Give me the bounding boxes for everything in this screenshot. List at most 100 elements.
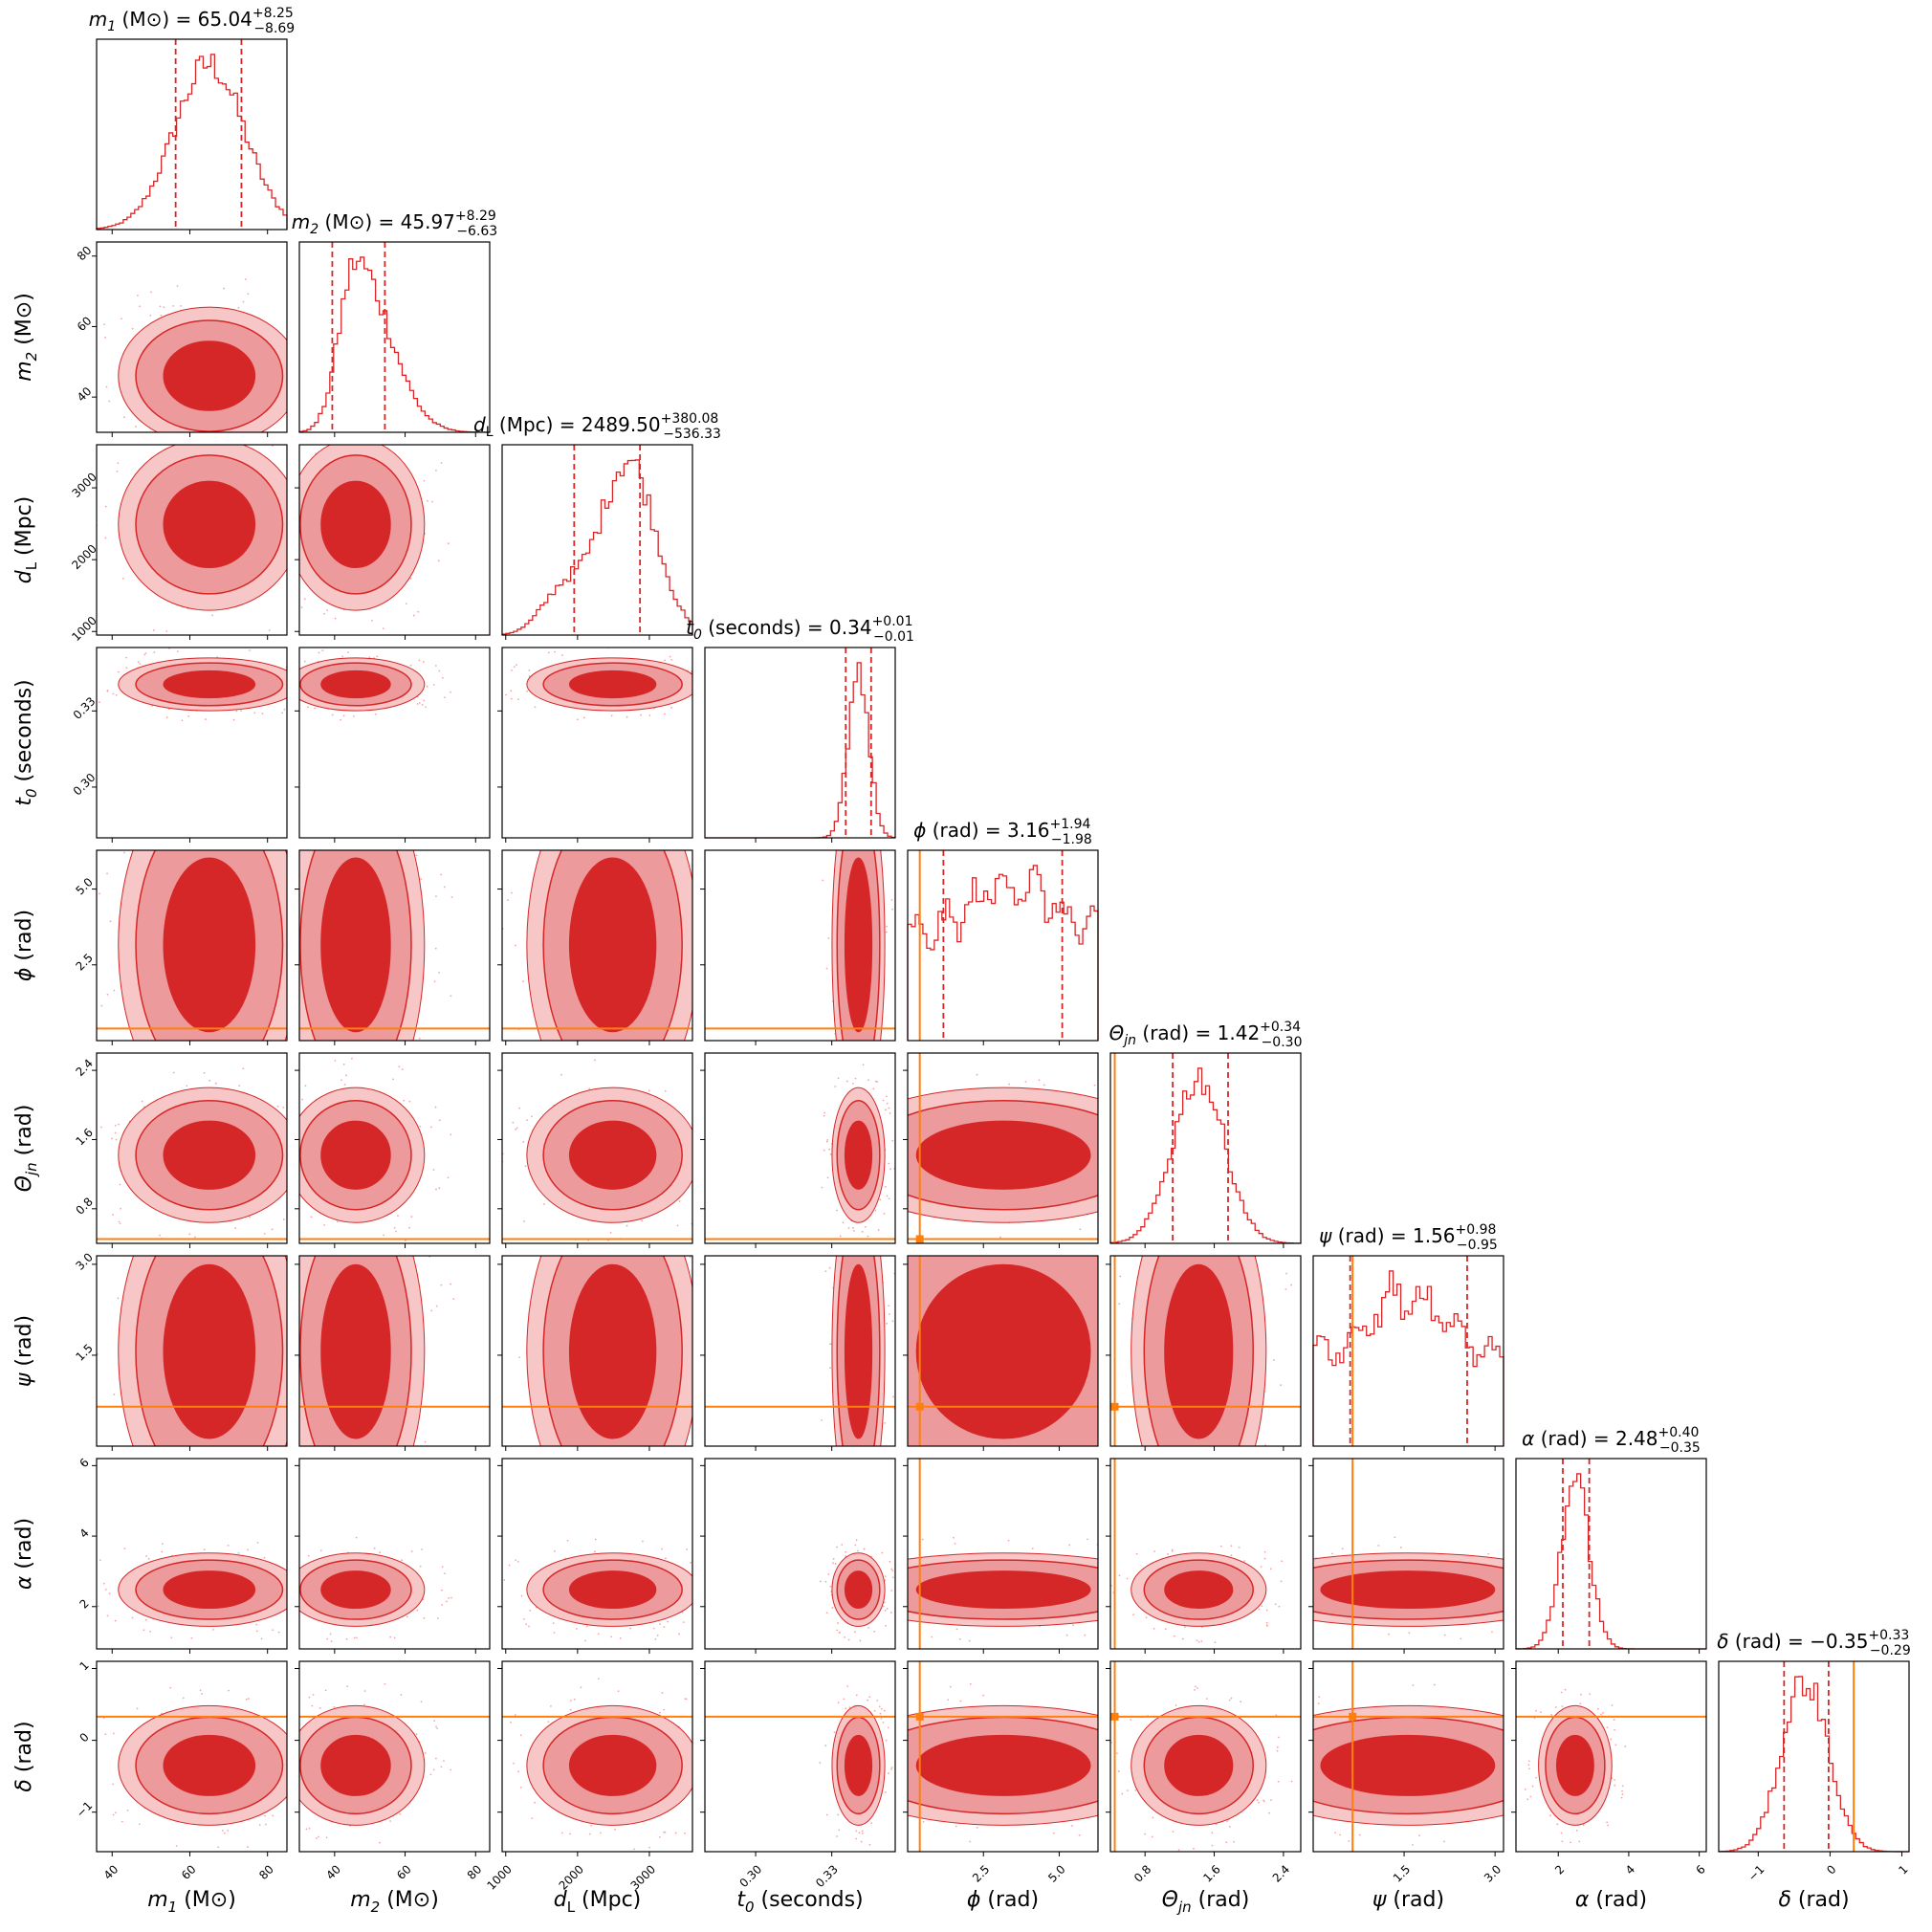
sample-point — [879, 1198, 882, 1201]
y-tick-label: 0.8 — [73, 1195, 95, 1217]
sample-point — [1258, 1801, 1260, 1804]
sample-point — [326, 1637, 329, 1640]
y-tick-label: 3.0 — [73, 1250, 95, 1272]
sample-point — [448, 1597, 450, 1599]
sample-point — [426, 685, 428, 688]
sample-point — [617, 1550, 619, 1552]
sample-point — [584, 1639, 586, 1642]
sample-point — [1126, 1577, 1129, 1580]
y-tick-label: 6 — [77, 1456, 92, 1470]
sample-point — [323, 612, 325, 615]
sample-point — [331, 1512, 333, 1514]
sample-point — [119, 438, 121, 440]
y-axis-label-dL: dL (Mpc) — [12, 496, 40, 584]
sample-point — [245, 1698, 248, 1701]
sample-point — [684, 1832, 687, 1834]
sample-point — [234, 1227, 237, 1229]
y-tick-label: 2000 — [69, 542, 99, 572]
x-axis-label-phi: ϕ (rad) — [967, 1888, 1039, 1912]
sample-point — [802, 1192, 804, 1194]
sample-point — [1228, 1699, 1231, 1701]
sample-point — [694, 1626, 696, 1628]
panel-theta-vs-dL — [497, 1052, 701, 1248]
sample-point — [117, 670, 120, 673]
sample-point — [709, 1804, 711, 1806]
sample-point — [887, 1731, 889, 1733]
sample-point — [136, 764, 138, 766]
sample-point — [553, 1632, 556, 1634]
sample-point — [353, 1636, 356, 1639]
sample-point — [889, 1612, 892, 1614]
sample-point — [88, 1180, 90, 1182]
sample-point — [609, 1231, 612, 1234]
sample-point — [167, 708, 170, 711]
sample-point — [1107, 1219, 1109, 1221]
sample-point — [166, 1504, 168, 1505]
sample-point — [699, 1458, 701, 1460]
sample-point — [108, 1492, 110, 1494]
sample-point — [363, 1505, 365, 1507]
sample-point — [828, 1240, 830, 1241]
hist-psi: ψ (rad) = 1.56+0.98 −0.95 — [1312, 1222, 1504, 1451]
sample-point — [1043, 1084, 1045, 1087]
sample-point — [534, 1801, 536, 1804]
y-tick-label: 2.4 — [73, 1057, 95, 1079]
sample-point — [861, 699, 863, 701]
sample-point — [284, 1062, 286, 1064]
sample-point — [450, 1133, 452, 1136]
sample-point — [108, 400, 111, 403]
sample-point — [137, 294, 139, 296]
sample-point — [303, 1491, 305, 1493]
sample-point — [1527, 1764, 1530, 1767]
sample-point — [641, 1219, 643, 1222]
sample-point — [1226, 1820, 1228, 1823]
sample-point — [304, 1215, 306, 1217]
sample-point — [822, 1362, 823, 1364]
sample-point — [850, 802, 852, 804]
sample-point — [969, 1840, 972, 1843]
sample-point — [289, 1184, 291, 1186]
sample-point — [247, 1698, 250, 1700]
panel-psi-vs-theta — [1106, 1255, 1302, 1451]
sample-point — [594, 1550, 596, 1553]
sample-point — [169, 1686, 172, 1689]
y-tick-label: 1000 — [69, 614, 99, 644]
sample-point — [296, 585, 298, 587]
sample-point — [775, 1567, 777, 1569]
sample-point — [232, 718, 235, 721]
sample-point — [1280, 1384, 1283, 1387]
sample-point — [1106, 1226, 1108, 1228]
contour-level-3 — [915, 1120, 1091, 1190]
sample-point — [594, 1538, 597, 1541]
sample-point — [829, 1153, 832, 1155]
sample-point — [581, 800, 582, 801]
sample-point — [889, 1111, 891, 1114]
sample-point — [822, 879, 824, 882]
sample-point — [818, 1429, 820, 1431]
sample-point — [825, 967, 828, 970]
sample-point — [172, 1071, 175, 1074]
sample-point — [1118, 1303, 1121, 1306]
axes-frame — [704, 1255, 896, 1447]
sample-point — [885, 1739, 888, 1742]
sample-point — [854, 1544, 857, 1547]
sample-point — [1258, 1630, 1260, 1632]
sample-point — [843, 749, 845, 751]
sample-point — [884, 1422, 886, 1424]
sample-point — [1307, 1615, 1309, 1617]
sample-point — [947, 1699, 950, 1701]
sample-point — [376, 655, 379, 658]
sample-point — [699, 1163, 701, 1165]
sample-point — [278, 1719, 280, 1721]
sample-point — [890, 848, 892, 850]
sample-point — [558, 795, 560, 797]
sample-point — [410, 1216, 413, 1218]
sample-point — [303, 598, 306, 601]
sample-point — [292, 676, 294, 678]
sample-point — [1602, 1712, 1605, 1714]
x-tick-label: 0.30 — [736, 1862, 764, 1890]
sample-point — [868, 1696, 871, 1699]
sample-point — [510, 1721, 512, 1723]
panel-t0-vs-dL — [497, 647, 693, 843]
sample-point — [922, 1820, 925, 1823]
